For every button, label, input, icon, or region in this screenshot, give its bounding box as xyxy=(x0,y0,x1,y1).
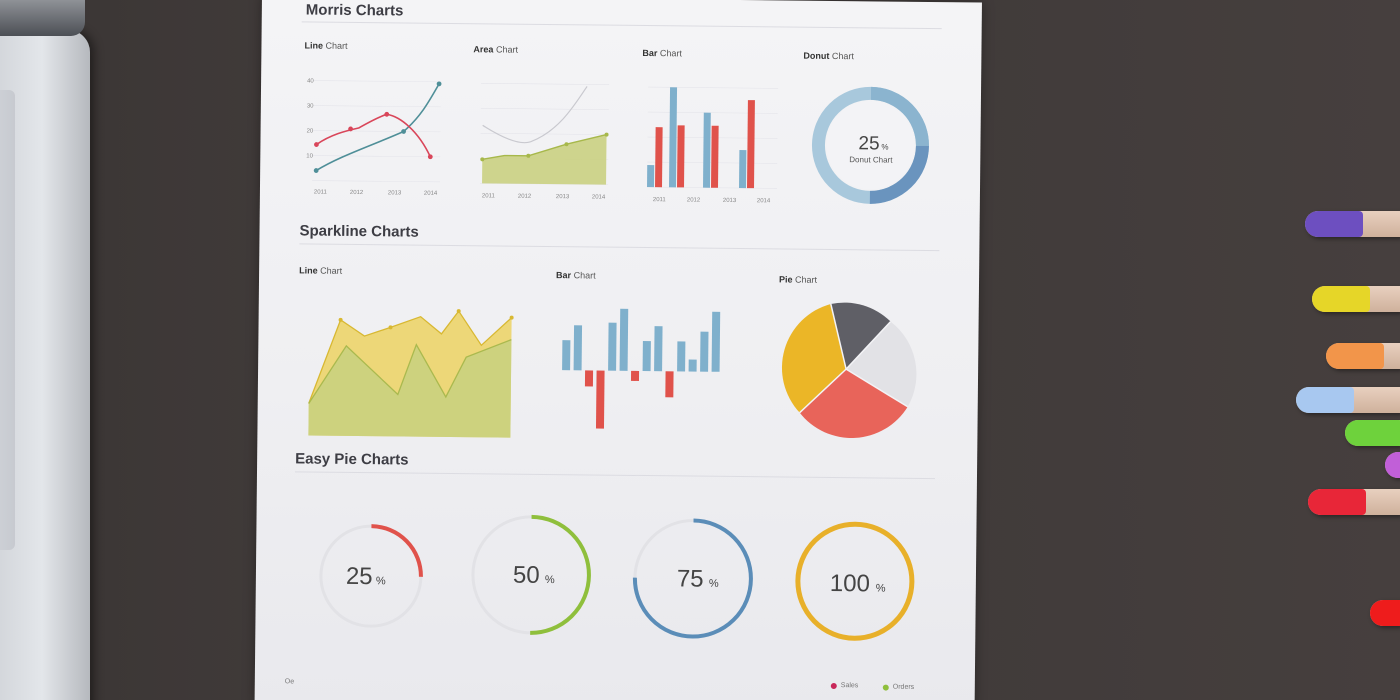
sparkline-area-chart xyxy=(308,309,514,438)
easy-pie-value: 75 xyxy=(677,565,704,592)
x-tick: 2012 xyxy=(518,194,532,200)
easy-pie-25: 25 % xyxy=(318,524,423,629)
easy-pie-50: 50 % xyxy=(470,514,591,635)
easy-pie-value: 25 xyxy=(346,563,373,590)
bar xyxy=(647,165,655,188)
x-tick: 2012 xyxy=(350,190,364,196)
easy-pie-value: 100 xyxy=(830,570,870,597)
easy-pie-unit: % xyxy=(709,578,719,590)
donut-center-unit: % xyxy=(881,142,888,151)
x-tick: 2011 xyxy=(482,193,496,199)
spark-bar xyxy=(642,341,651,372)
sparkline-pie-label: Pie Chart xyxy=(778,274,818,285)
bar xyxy=(677,125,685,188)
spark-bar xyxy=(711,311,721,372)
marker-pen xyxy=(1326,343,1400,369)
marker-cap xyxy=(1296,387,1354,413)
legend-orders: Orders xyxy=(882,684,914,691)
section-title-easypie: Easy Pie Charts xyxy=(295,450,409,469)
morris-line-label: Line Chart xyxy=(304,40,348,51)
y-tick: 30 xyxy=(307,103,314,109)
x-tick: 2012 xyxy=(687,197,701,203)
spark-bar xyxy=(595,370,605,429)
marker-cap xyxy=(1308,489,1366,515)
sparkline-bar-label: Bar Chart xyxy=(556,270,596,281)
morris-area-label: Area Chart xyxy=(473,44,519,55)
easy-pie-unit: % xyxy=(545,574,555,586)
legend-sales: Sales xyxy=(830,682,858,689)
easy-pie-75: 75 % xyxy=(632,518,753,639)
spark-bar xyxy=(562,340,571,371)
x-tick: 2013 xyxy=(723,198,737,204)
marker-pen xyxy=(1385,452,1400,478)
spark-bar xyxy=(619,308,629,371)
donut-center-caption: Donut Chart xyxy=(849,155,893,164)
divider xyxy=(301,21,942,30)
morris-donut-chart: 25 % Donut Chart xyxy=(811,86,929,204)
y-tick: 40 xyxy=(307,78,314,84)
marker-pen xyxy=(1305,211,1400,237)
x-tick: 2014 xyxy=(424,191,438,197)
laptop-hinge xyxy=(0,0,85,36)
laptop-screen-edge xyxy=(0,90,15,550)
marker-cap xyxy=(1305,211,1363,237)
sparkline-bar-chart xyxy=(562,308,721,429)
y-tick: 20 xyxy=(307,128,314,134)
spark-bar xyxy=(688,359,697,372)
section-title-sparkline: Sparkline Charts xyxy=(299,222,419,241)
bar xyxy=(669,87,678,188)
y-tick: 10 xyxy=(306,153,313,159)
x-tick: 2013 xyxy=(556,194,570,200)
easy-pie-value: 50 xyxy=(513,562,540,589)
spark-bar xyxy=(584,370,594,387)
printed-chart-sheet: Morris Charts Sparkline Charts Easy Pie … xyxy=(254,0,982,700)
spark-bar xyxy=(665,371,674,398)
morris-line-chart: 40 30 20 10 2011 2012 2013 2014 xyxy=(306,78,442,197)
marker-cap xyxy=(1312,286,1370,312)
marker-pen xyxy=(1370,600,1400,626)
easy-pie-100: 100 % xyxy=(795,521,915,641)
easy-pie-unit: % xyxy=(876,582,886,594)
donut-center-value: 25 xyxy=(858,133,879,154)
marker-pen xyxy=(1312,286,1400,312)
morris-area-chart: 2011 2012 2013 2014 xyxy=(480,82,610,201)
bar xyxy=(655,127,663,188)
legend-dot xyxy=(830,682,837,689)
spark-bar xyxy=(677,341,686,372)
x-tick: 2014 xyxy=(757,198,771,204)
bar xyxy=(711,125,719,188)
marker-pen xyxy=(1308,489,1400,515)
divider xyxy=(299,243,940,252)
spark-bar xyxy=(630,370,640,381)
footer-mark: Oe xyxy=(284,678,295,686)
marker-cap xyxy=(1385,452,1400,478)
bar xyxy=(739,150,747,189)
marker-cap xyxy=(1345,420,1400,446)
marker-cap xyxy=(1370,600,1400,626)
x-tick: 2011 xyxy=(653,197,667,203)
easy-pie-unit: % xyxy=(376,575,386,587)
marker-cap xyxy=(1326,343,1384,369)
sparkline-line-label: Line Chart xyxy=(299,265,343,276)
morris-donut-label: Donut Chart xyxy=(803,50,854,62)
legend-dot xyxy=(882,684,889,691)
spark-bar xyxy=(654,326,663,372)
morris-bar-label: Bar Chart xyxy=(642,47,683,59)
laptop xyxy=(0,30,90,700)
spark-bar xyxy=(608,322,617,371)
divider xyxy=(295,471,935,480)
sparkline-pie-chart xyxy=(782,302,917,438)
morris-bar-chart: 2011 2012 2013 2014 xyxy=(647,86,779,204)
x-tick: 2014 xyxy=(592,194,606,200)
spark-bar xyxy=(573,325,583,371)
spark-bar xyxy=(700,331,709,372)
x-tick: 2013 xyxy=(388,190,402,196)
marker-pen xyxy=(1345,420,1400,446)
marker-pen xyxy=(1296,387,1400,413)
section-title-morris: Morris Charts xyxy=(305,1,404,20)
bar xyxy=(703,112,711,188)
x-tick: 2011 xyxy=(314,190,328,196)
bar xyxy=(747,100,755,189)
